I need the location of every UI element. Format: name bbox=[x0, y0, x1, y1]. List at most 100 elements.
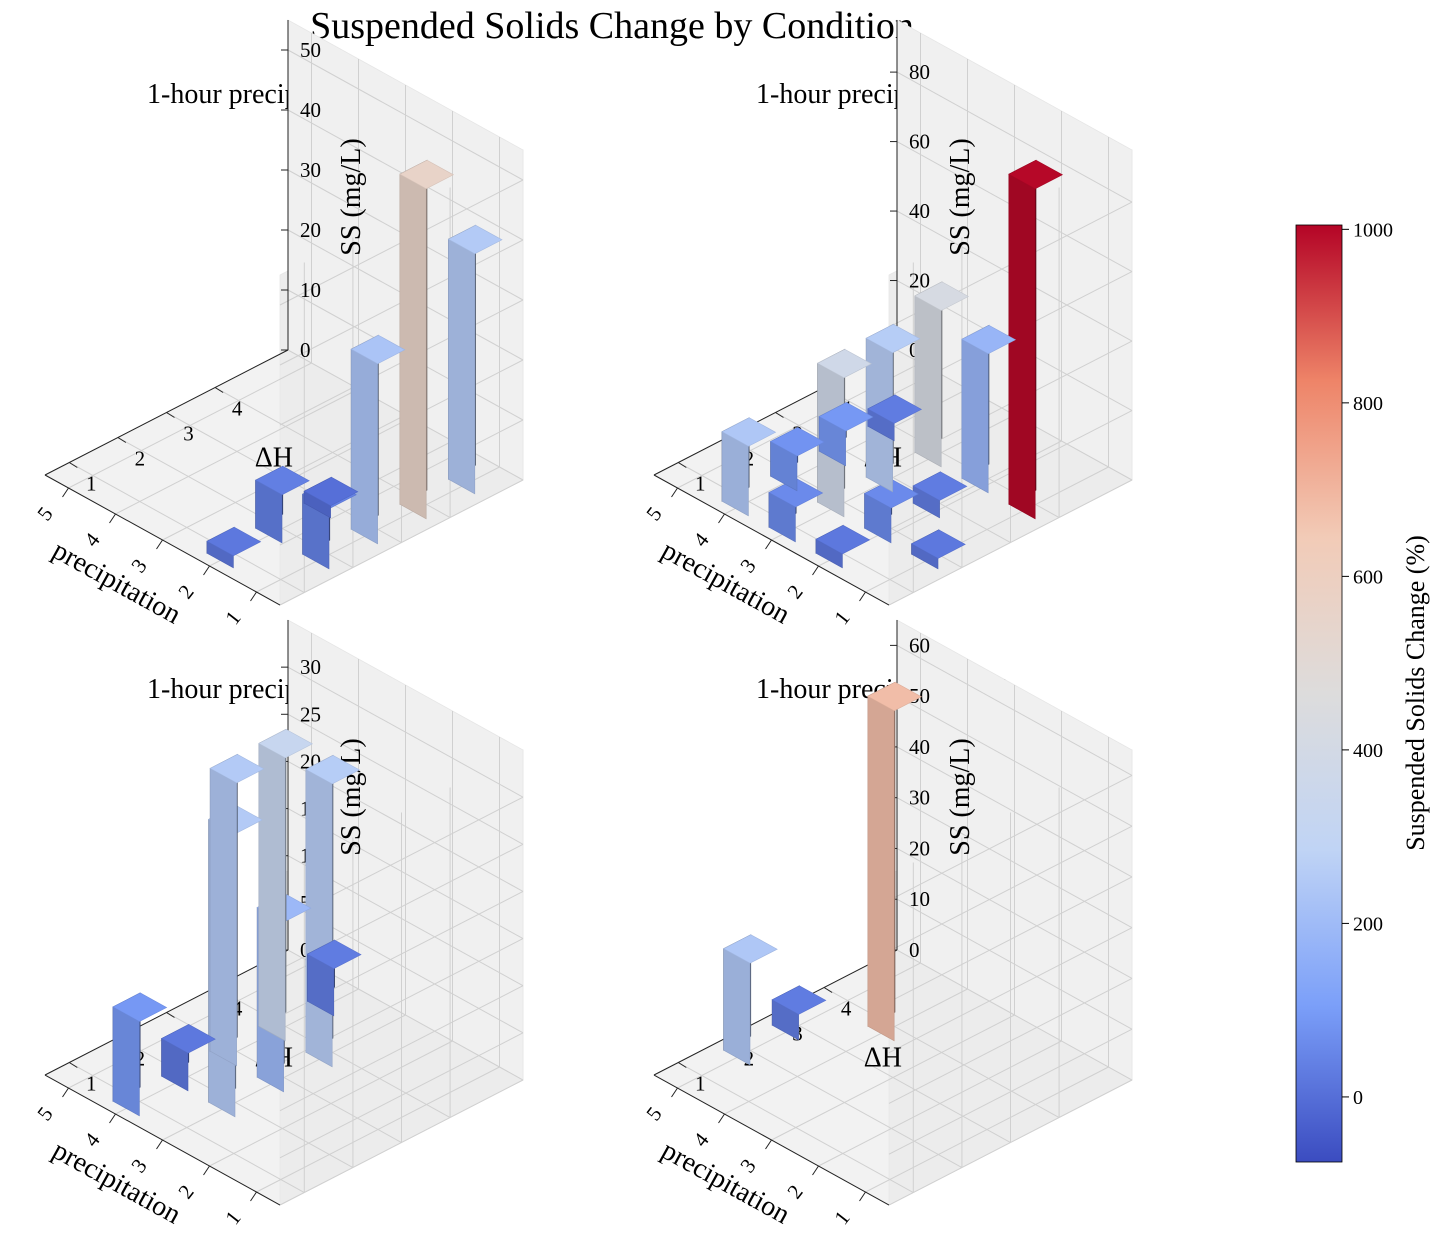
gridline bbox=[287, 713, 524, 845]
x-axis-label: precipitation bbox=[656, 535, 795, 631]
z-axis-label: SS (mg/L) bbox=[945, 138, 976, 255]
x-tick-label: 1 bbox=[220, 606, 245, 629]
z-tick-label: 0 bbox=[300, 338, 311, 362]
bar-top bbox=[816, 348, 872, 379]
x-tick bbox=[156, 1139, 163, 1150]
bar bbox=[209, 753, 265, 1067]
gridline bbox=[279, 1079, 524, 1206]
x-tick bbox=[109, 1113, 116, 1124]
gridline bbox=[896, 746, 1133, 878]
gridline bbox=[896, 695, 1133, 827]
figure-title: Suspended Solids Change by Condition bbox=[310, 5, 914, 47]
subplot-2: 1-hour precipitation: 2 12345precipitati… bbox=[641, 19, 1133, 631]
gridline bbox=[888, 1079, 1133, 1206]
bar bbox=[910, 529, 966, 570]
y-tick-label: 3 bbox=[183, 422, 194, 446]
y-tick-label: 1 bbox=[86, 1072, 97, 1096]
colorbar-tick-label: 0 bbox=[1353, 1087, 1363, 1109]
colorbar-label: Suspended Solids Change (%) bbox=[1401, 535, 1430, 851]
bar-top bbox=[258, 729, 314, 759]
subplot-plot-area: 12345precipitation1234ΔH051015202530SS (… bbox=[32, 619, 524, 1230]
y-tick bbox=[69, 462, 78, 468]
bar-top bbox=[206, 526, 262, 557]
bar-top bbox=[399, 159, 455, 190]
y-tick bbox=[166, 412, 175, 418]
y-tick bbox=[678, 462, 687, 468]
x-tick bbox=[718, 513, 725, 524]
x-tick-label: 5 bbox=[32, 502, 57, 525]
bar-side-left bbox=[209, 767, 237, 1067]
gridline bbox=[823, 987, 1060, 1118]
x-tick bbox=[203, 1165, 210, 1176]
x-tick bbox=[250, 1191, 257, 1202]
bar bbox=[722, 934, 778, 1066]
gridline bbox=[775, 412, 1011, 543]
z-tick-label: 40 bbox=[909, 199, 930, 223]
z-tick-label: 30 bbox=[300, 655, 321, 679]
x-tick bbox=[859, 1191, 866, 1202]
bar bbox=[771, 985, 827, 1041]
bar bbox=[254, 465, 310, 544]
z-tick-label: 60 bbox=[909, 130, 930, 154]
gridline bbox=[888, 876, 1133, 1003]
x-axis-label: precipitation bbox=[656, 1135, 795, 1231]
colorbar-tick-label: 800 bbox=[1353, 393, 1383, 415]
colorbar-tick-label: 400 bbox=[1353, 740, 1383, 762]
colorbar: 0 200 400 600 800 1000 Suspended Solids Chang… bbox=[1295, 219, 1430, 1163]
z-tick-label: 10 bbox=[300, 278, 321, 302]
y-tick-label: 2 bbox=[135, 447, 146, 471]
bar-top bbox=[303, 476, 359, 507]
y-tick bbox=[678, 1062, 687, 1068]
y-tick-label: 4 bbox=[232, 397, 243, 421]
bar-side-left bbox=[399, 173, 427, 520]
gridline bbox=[888, 927, 1133, 1054]
gridline bbox=[888, 774, 1133, 901]
gridline bbox=[888, 479, 1133, 606]
x-tick bbox=[671, 487, 678, 498]
x-axis-label: precipitation bbox=[47, 535, 186, 631]
gridline bbox=[69, 1062, 305, 1193]
bar-side-left bbox=[350, 348, 378, 545]
z-tick-label: 10 bbox=[909, 887, 930, 911]
z-tick-label: 20 bbox=[909, 269, 930, 293]
z-tick-label: 40 bbox=[909, 735, 930, 759]
bar-top bbox=[306, 939, 362, 969]
gridline bbox=[888, 825, 1133, 952]
y-axis-label: ΔH bbox=[864, 1043, 902, 1074]
bar-top bbox=[350, 334, 406, 365]
colorbar-tick-label: 200 bbox=[1353, 913, 1383, 935]
x-tick bbox=[812, 1165, 819, 1176]
bar bbox=[303, 476, 359, 519]
bar bbox=[721, 417, 777, 517]
z-tick-label: 0 bbox=[909, 938, 920, 962]
y-tick-label: 1 bbox=[86, 472, 97, 496]
x-tick bbox=[156, 539, 163, 550]
bar-top bbox=[961, 324, 1017, 355]
gridline bbox=[726, 1037, 963, 1168]
bar bbox=[160, 1024, 216, 1092]
y-tick bbox=[775, 412, 784, 418]
z-tick-label: 80 bbox=[909, 60, 930, 84]
bar-top bbox=[305, 755, 361, 785]
x-tick-label: 1 bbox=[829, 1206, 854, 1229]
bar bbox=[399, 159, 455, 520]
z-axis-label: SS (mg/L) bbox=[336, 138, 367, 255]
bar bbox=[769, 427, 825, 492]
z-tick-label: 60 bbox=[909, 633, 930, 657]
bar-top bbox=[865, 323, 921, 354]
gridline bbox=[888, 1028, 1133, 1155]
y-tick bbox=[117, 437, 127, 443]
colorbar-gradient bbox=[1295, 224, 1343, 1163]
bar bbox=[768, 478, 824, 543]
x-tick bbox=[203, 565, 210, 576]
bar-top bbox=[771, 985, 827, 1015]
gridline bbox=[214, 987, 451, 1118]
x-tick-label: 5 bbox=[641, 1102, 666, 1125]
z-tick-label: 30 bbox=[909, 786, 930, 810]
gridline bbox=[896, 797, 1133, 929]
bar-side-left bbox=[914, 295, 942, 468]
x-tick bbox=[62, 487, 69, 498]
x-tick-label: 1 bbox=[220, 1206, 245, 1229]
y-tick-label: 1 bbox=[695, 1072, 706, 1096]
